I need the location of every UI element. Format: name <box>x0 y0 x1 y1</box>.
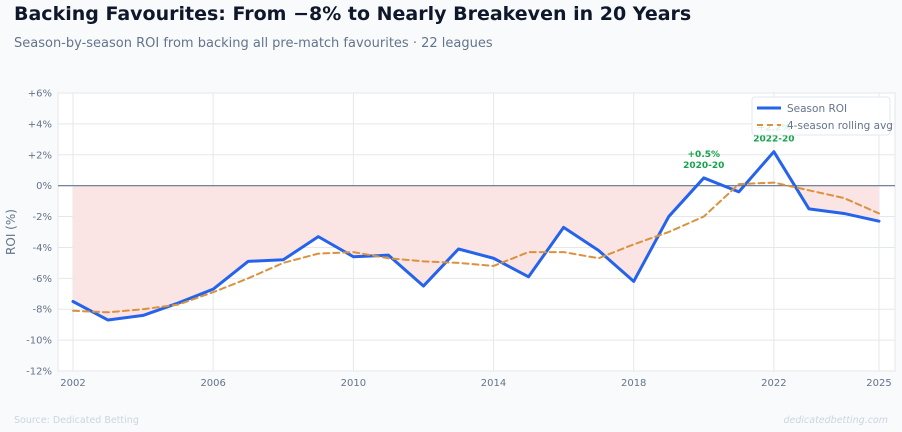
rolling-avg-line <box>72 181 880 314</box>
source-note: Source: Dedicated Betting <box>14 415 139 426</box>
series-lines <box>71 150 881 322</box>
annotation-value: +0.5% <box>688 150 721 160</box>
x-tick-label: 2022 <box>761 378 786 389</box>
y-tick-label: -8% <box>33 305 52 316</box>
axes: +6% +4% +2% 0% -2% -4% -6% -8% -10% -12% 2002 2006 2… <box>4 89 895 389</box>
x-tick-label: 2006 <box>200 378 225 389</box>
y-tick-label: +4% <box>28 119 52 130</box>
y-tick-label: -4% <box>33 243 52 254</box>
y-tick-label: -10% <box>26 336 52 347</box>
chart-title: Backing Favourites: From −8% to Nearly B… <box>14 3 692 25</box>
y-tick-label: +6% <box>28 89 52 100</box>
chart-subtitle: Season-by-season ROI from backing all pr… <box>14 36 493 51</box>
y-tick-label: +2% <box>28 150 52 161</box>
y-axis-label: ROI (%) <box>4 209 18 255</box>
x-tick-label: 2018 <box>621 378 646 389</box>
y-tick-label: -2% <box>33 212 52 223</box>
annotation-season: 2020-20 <box>683 161 724 171</box>
chart-legend: Season ROI 4-season rolling avg <box>751 96 893 136</box>
x-tick-label: 2010 <box>341 378 366 389</box>
y-tick-label: 0% <box>36 181 52 192</box>
x-tick-label: 2002 <box>60 378 85 389</box>
x-tick-label: 2014 <box>481 378 506 389</box>
legend-label: Season ROI <box>787 103 847 115</box>
annotation-season: 2022-20 <box>753 135 794 145</box>
y-tick-label: -6% <box>33 274 52 285</box>
legend-box <box>751 96 891 136</box>
x-tick-label: 2025 <box>866 378 891 389</box>
legend-label: 4-season rolling avg <box>787 120 893 132</box>
site-watermark: dedicatedbetting.com <box>783 415 888 426</box>
plot-border <box>57 92 896 372</box>
y-tick-label: -12% <box>26 367 52 378</box>
season-roi-line <box>71 150 881 322</box>
